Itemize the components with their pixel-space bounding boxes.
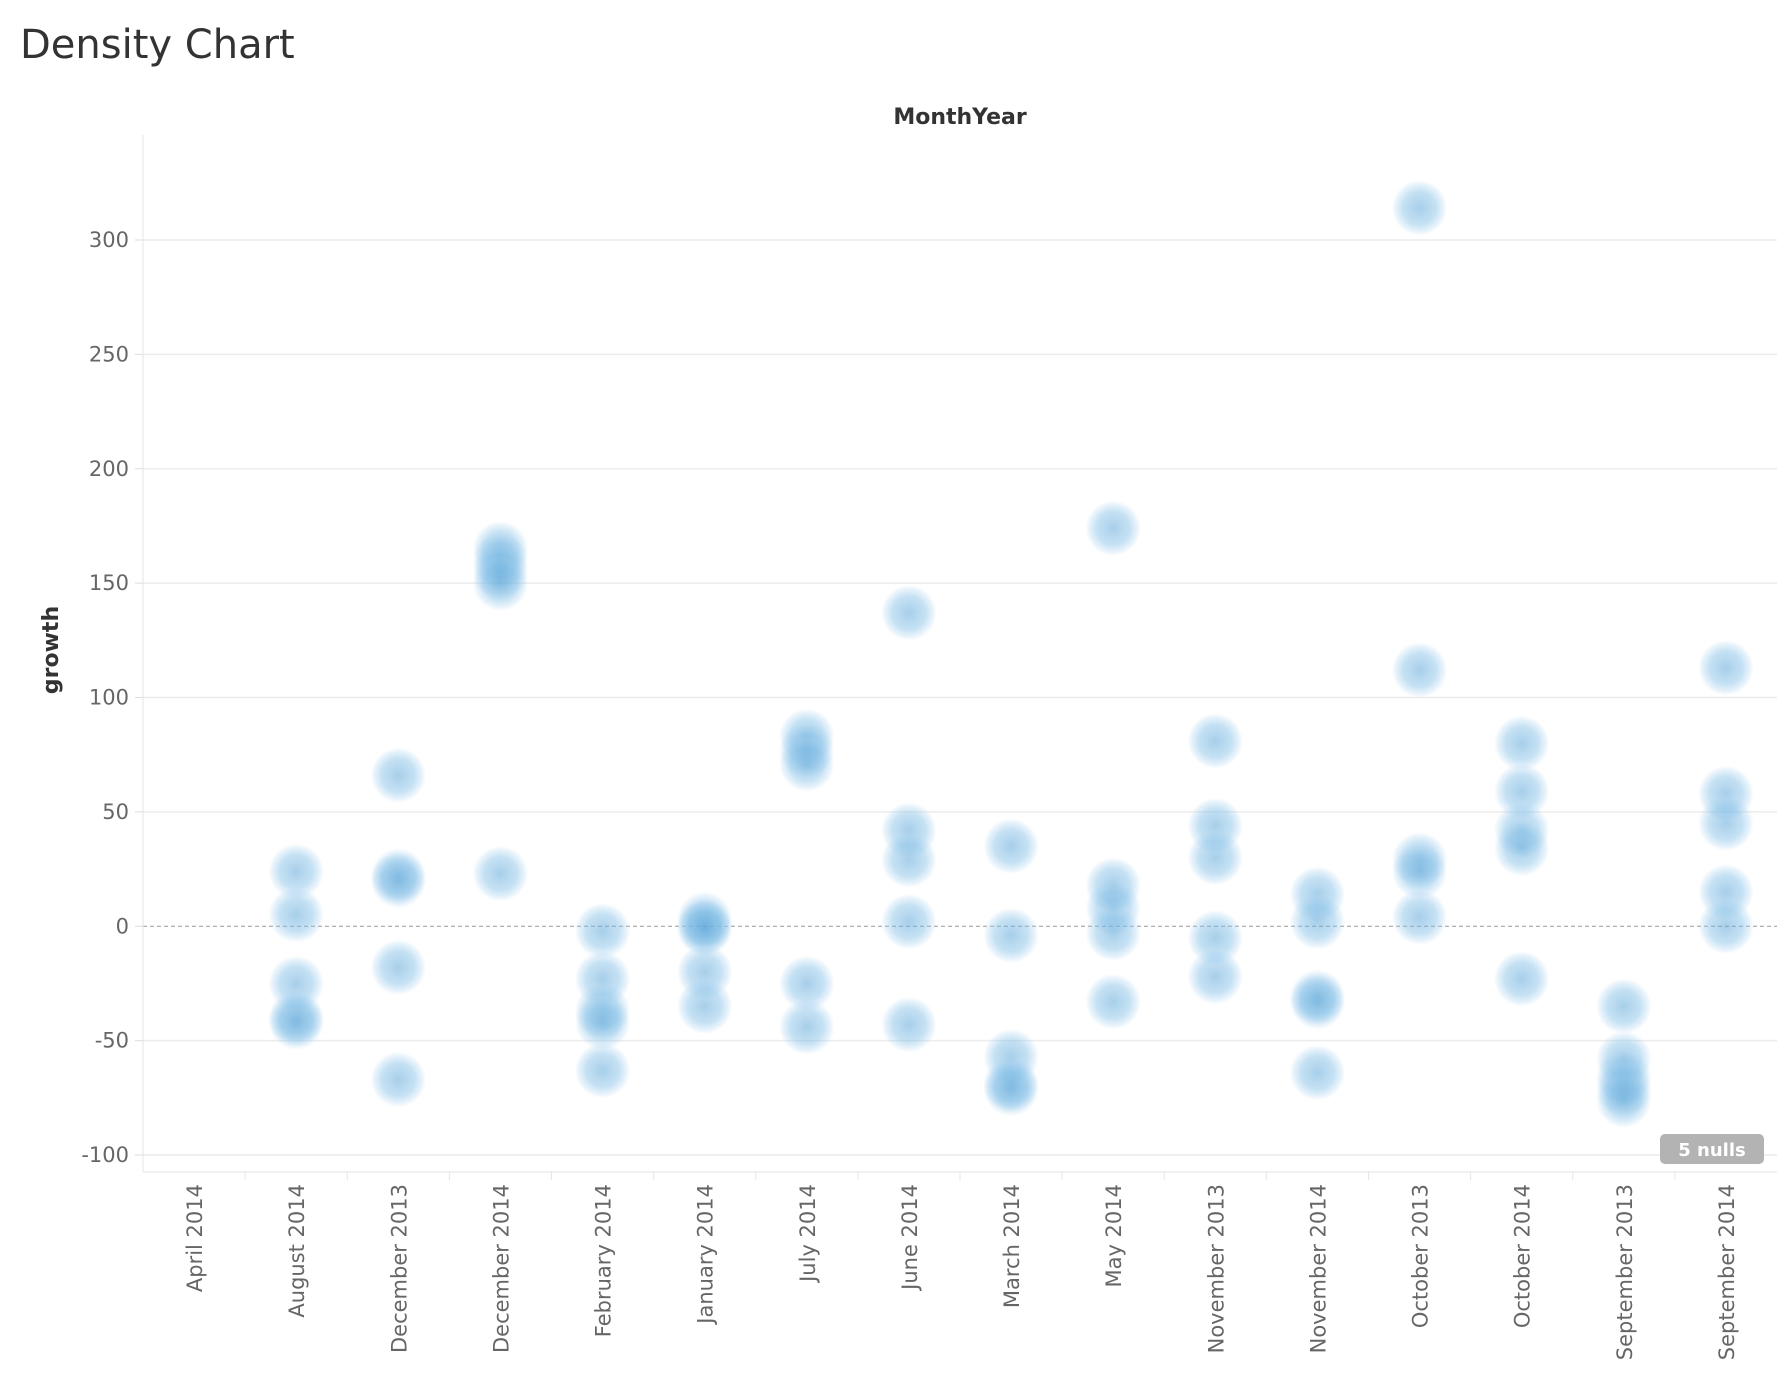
data-point[interactable] <box>1289 973 1346 1030</box>
data-point[interactable] <box>676 900 733 957</box>
x-tick-label: September 2013 <box>1613 1184 1637 1360</box>
x-tick-label: August 2014 <box>285 1184 309 1318</box>
x-tick-label: October 2013 <box>1409 1184 1433 1328</box>
data-point[interactable] <box>370 1051 427 1108</box>
data-point[interactable] <box>1697 639 1754 696</box>
gridlines <box>143 239 1777 1156</box>
data-point[interactable] <box>1595 1072 1652 1129</box>
data-point[interactable] <box>983 907 1040 964</box>
chart-title: Density Chart <box>20 22 295 68</box>
data-point[interactable] <box>574 994 631 1051</box>
data-point[interactable] <box>1391 843 1448 900</box>
x-tick-label: October 2014 <box>1511 1184 1535 1328</box>
axes: -100 -50 0 50 100 150 200 250 300 April 2014 Augus… <box>81 135 1777 1360</box>
data-point[interactable] <box>1187 829 1244 886</box>
data-point[interactable] <box>1187 948 1244 1005</box>
x-axis-title: MonthYear <box>893 105 1027 130</box>
data-point[interactable] <box>1085 973 1142 1030</box>
data-point[interactable] <box>778 998 835 1055</box>
data-point[interactable] <box>1085 905 1142 962</box>
x-tick-label: March 2014 <box>1000 1184 1024 1308</box>
data-point[interactable] <box>268 994 325 1051</box>
y-tick-label: 200 <box>89 457 129 481</box>
data-point[interactable] <box>1493 763 1550 820</box>
data-point[interactable] <box>983 1060 1040 1117</box>
y-tick-label: 100 <box>89 686 129 710</box>
data-point[interactable] <box>472 555 529 612</box>
x-tick-label: September 2014 <box>1715 1184 1739 1360</box>
x-tick-label: February 2014 <box>592 1184 616 1337</box>
x-tick-label: November 2014 <box>1306 1184 1330 1353</box>
data-point[interactable] <box>268 843 325 900</box>
x-tick-label: January 2014 <box>694 1184 718 1326</box>
data-point[interactable] <box>1493 820 1550 877</box>
y-tick-label: 50 <box>102 800 129 824</box>
data-point[interactable] <box>472 845 529 902</box>
data-point[interactable] <box>370 852 427 909</box>
data-point[interactable] <box>880 584 937 641</box>
data-point[interactable] <box>574 1042 631 1099</box>
data-point[interactable] <box>1493 950 1550 1007</box>
x-tick-label: November 2013 <box>1204 1184 1228 1353</box>
data-point[interactable] <box>1697 795 1754 852</box>
null-count-badge[interactable]: 5 nulls <box>1660 1134 1764 1164</box>
data-point[interactable] <box>880 831 937 888</box>
data-points <box>268 179 1754 1129</box>
y-tick-label: 150 <box>89 571 129 595</box>
x-tick-label: December 2014 <box>489 1184 513 1353</box>
data-point[interactable] <box>268 886 325 943</box>
data-point[interactable] <box>676 978 733 1035</box>
data-point[interactable] <box>1187 909 1244 966</box>
y-tick-label: 0 <box>116 914 129 938</box>
data-point[interactable] <box>1493 715 1550 772</box>
data-point[interactable] <box>778 955 835 1012</box>
data-point[interactable] <box>1697 898 1754 955</box>
data-point[interactable] <box>1289 893 1346 950</box>
y-tick-label: 250 <box>89 342 129 366</box>
data-point[interactable] <box>1187 712 1244 769</box>
null-badge-label: 5 nulls <box>1678 1140 1745 1161</box>
data-point[interactable] <box>1085 500 1142 557</box>
null-badge-background <box>1660 1134 1764 1164</box>
data-point[interactable] <box>1391 179 1448 236</box>
data-point[interactable] <box>880 893 937 950</box>
data-point[interactable] <box>370 939 427 996</box>
data-point[interactable] <box>1391 642 1448 699</box>
data-point[interactable] <box>983 818 1040 875</box>
data-point[interactable] <box>778 735 835 792</box>
y-tick-label: -50 <box>95 1029 129 1053</box>
x-tick-label: December 2013 <box>387 1184 411 1353</box>
x-tick-label: July 2014 <box>796 1184 820 1284</box>
y-tick-label: -100 <box>81 1143 129 1167</box>
x-tick-label: June 2014 <box>898 1184 922 1292</box>
data-point[interactable] <box>1391 889 1448 946</box>
x-tick-label: May 2014 <box>1102 1184 1126 1288</box>
data-point[interactable] <box>880 996 937 1053</box>
y-tick-label: 300 <box>89 228 129 252</box>
data-point[interactable] <box>574 902 631 959</box>
x-tick-label: April 2014 <box>183 1184 207 1292</box>
data-point[interactable] <box>370 747 427 804</box>
data-point[interactable] <box>1289 1044 1346 1101</box>
y-axis-title: growth <box>39 606 64 694</box>
data-point[interactable] <box>1595 978 1652 1035</box>
